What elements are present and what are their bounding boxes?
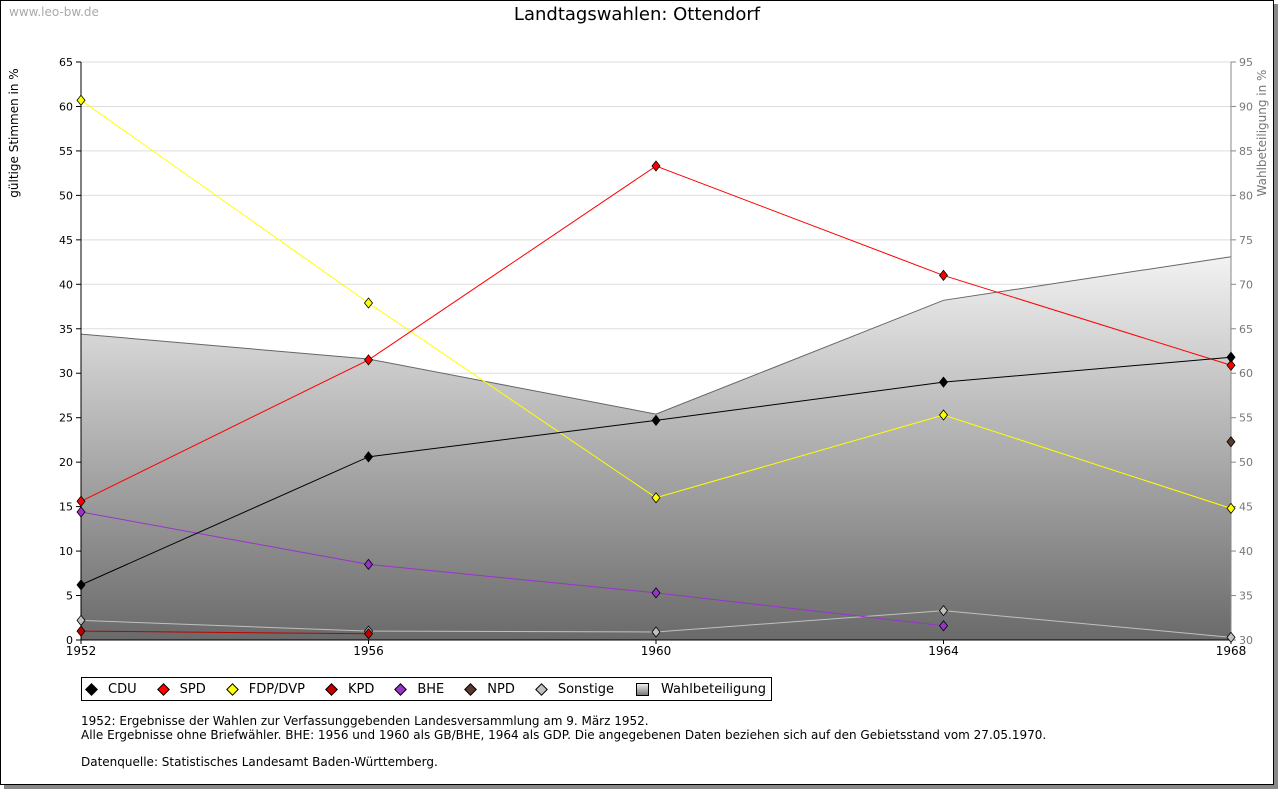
turnout-area — [81, 256, 1231, 640]
y-tick-label: 10 — [59, 545, 73, 558]
y2-tick-label: 55 — [1239, 412, 1253, 425]
legend-marker-icon — [464, 682, 478, 696]
data-point-spd — [363, 354, 374, 366]
data-point-spd — [651, 160, 661, 172]
y-tick-label: 35 — [59, 323, 73, 336]
data-point-bhe — [938, 620, 949, 632]
y-tick-label: 5 — [66, 590, 73, 603]
data-point-cdu — [651, 414, 661, 427]
legend-item: SPD — [156, 681, 206, 697]
data-point-cdu — [938, 376, 949, 388]
legend-marker-icon — [85, 682, 98, 696]
data-point-sonstige — [651, 626, 661, 638]
y2-tick-label: 70 — [1239, 278, 1253, 291]
y-tick-label: 45 — [59, 234, 73, 247]
x-tick-label: 1952 — [66, 644, 97, 658]
data-point-spd — [938, 269, 949, 282]
data-point-cdu — [363, 451, 374, 463]
legend: CDU SPD FDP/DVP KPD BHE NPD Sonstige Wahlbeteil… — [81, 677, 773, 701]
y-tick-label: 20 — [59, 456, 73, 469]
legend-item: FDP/DVP — [225, 681, 305, 697]
y-tick-label: 50 — [59, 189, 73, 202]
x-tick-label: 1956 — [353, 644, 384, 658]
y2-tick-label: 60 — [1239, 367, 1253, 380]
data-point-kpd — [76, 625, 86, 637]
legend-label: BHE — [417, 681, 445, 697]
y2-tick-label: 35 — [1239, 590, 1253, 603]
x-tick-label: 1960 — [641, 644, 672, 658]
data-point-sonstige — [938, 605, 949, 617]
y2-tick-label: 85 — [1239, 145, 1253, 158]
legend-area-icon — [636, 682, 650, 696]
y-tick-label: 60 — [59, 100, 73, 113]
note: 1952: Ergebnisse der Wahlen zur Verfassu… — [81, 714, 649, 728]
legend-label: NPD — [487, 681, 515, 697]
legend-item: NPD — [464, 681, 515, 697]
y-tick-label: 55 — [59, 145, 73, 158]
data-point-fdpdvp — [363, 297, 374, 309]
y2-tick-label: 75 — [1239, 234, 1253, 247]
y-tick-label: 30 — [59, 367, 73, 380]
data-point-spd — [76, 495, 86, 507]
legend-label: KPD — [347, 681, 375, 697]
watermark: www.leo-bw.de — [9, 5, 99, 19]
y2-tick-label: 40 — [1239, 545, 1253, 558]
legend-marker-icon — [394, 682, 408, 696]
data-point-cdu — [76, 579, 86, 591]
chart-plot: 0 30 5 35 10 40 15 45 20 50 25 55 30 60 35 65 40 70 45 75 50… — [59, 56, 1253, 658]
series-line-bhe — [80, 511, 944, 627]
data-point-cdu — [1226, 351, 1236, 363]
x-tick-label: 1964 — [928, 644, 959, 658]
legend-label: Sonstige — [557, 681, 615, 697]
y2-tick-label: 45 — [1239, 501, 1253, 514]
data-point-bhe — [76, 506, 86, 518]
data-point-fdpdvp — [76, 94, 86, 106]
x-tick-label: 1968 — [1216, 644, 1247, 658]
legend-marker-icon — [225, 682, 239, 696]
legend-marker-icon — [534, 682, 548, 696]
y2-tick-label: 90 — [1239, 100, 1253, 113]
legend-label: CDU — [108, 681, 137, 697]
y-tick-label: 25 — [59, 412, 73, 425]
note: Alle Ergebnisse ohne Briefwähler. BHE: 1… — [81, 728, 1047, 742]
y-tick-label: 0 — [66, 634, 73, 647]
data-point-fdpdvp — [938, 409, 949, 421]
legend-item: CDU — [85, 681, 137, 697]
y-tick-label: 15 — [59, 501, 73, 514]
note: Datenquelle: Statistisches Landesamt Bad… — [81, 755, 438, 769]
data-point-bhe — [651, 587, 661, 599]
y2-tick-label: 50 — [1239, 456, 1253, 469]
data-point-sonstige — [1226, 631, 1236, 643]
data-point-kpd — [363, 628, 374, 640]
data-point-fdpdvp — [651, 492, 661, 504]
footnotes: 1952: Ergebnisse der Wahlen zur Verfassu… — [81, 714, 1046, 769]
legend-item: Wahlbeteiligung — [636, 682, 766, 697]
y2-tick-label: 65 — [1239, 323, 1253, 336]
y-tick-label: 40 — [59, 278, 73, 291]
legend-label: SPD — [179, 681, 206, 697]
y2-tick-label: 80 — [1239, 189, 1253, 202]
turnout-line — [80, 256, 1232, 415]
chart-title: Landtagswahlen: Ottendorf — [513, 4, 761, 25]
data-point-spd — [1226, 359, 1236, 371]
legend-item: KPD — [325, 681, 375, 697]
data-point-sonstige — [76, 614, 86, 627]
data-point-bhe — [363, 558, 374, 571]
legend-item: BHE — [394, 681, 445, 697]
data-point-fdpdvp — [1226, 502, 1236, 515]
legend-label: Wahlbeteiligung — [661, 681, 767, 697]
legend-marker-icon — [325, 682, 338, 696]
y2-tick-label: 30 — [1239, 634, 1253, 647]
y2-tick-label: 95 — [1239, 56, 1253, 69]
y-tick-label: 65 — [59, 56, 73, 69]
legend-item: Sonstige — [534, 681, 615, 697]
legend-marker-icon — [156, 682, 170, 696]
note — [81, 742, 1046, 755]
data-point-npd — [1226, 436, 1236, 448]
legend-label: FDP/DVP — [248, 681, 305, 697]
series-line-kpd — [80, 630, 369, 635]
